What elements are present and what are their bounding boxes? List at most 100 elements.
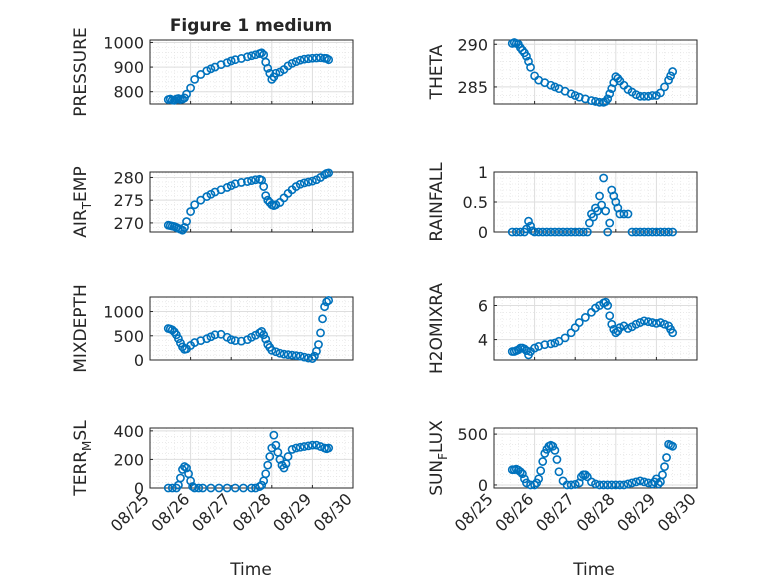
data-point bbox=[257, 480, 267, 490]
data-point bbox=[550, 227, 560, 237]
data-point bbox=[574, 227, 584, 237]
data-point bbox=[279, 349, 289, 359]
y-tick-label: 500 bbox=[457, 425, 488, 444]
data-point bbox=[554, 227, 564, 237]
data-point bbox=[607, 480, 617, 490]
data-point bbox=[515, 467, 525, 477]
data-point bbox=[190, 200, 200, 210]
data-point bbox=[247, 51, 256, 61]
data-point bbox=[668, 441, 678, 451]
data-point bbox=[226, 181, 236, 191]
data-point bbox=[601, 206, 611, 216]
data-point bbox=[619, 480, 629, 490]
data-point bbox=[291, 443, 301, 453]
data-point bbox=[291, 351, 301, 361]
data-point bbox=[263, 63, 273, 73]
data-point bbox=[635, 227, 645, 237]
data-point bbox=[210, 330, 220, 340]
subplot-terr-msl: 0 200 400 TERRMSL 08/2508/2608/2708/2808/290… bbox=[71, 420, 356, 536]
y-tick-label: 1 bbox=[478, 163, 488, 182]
data-point bbox=[243, 177, 252, 186]
data-point bbox=[287, 350, 297, 360]
y-axis-label: MIXDEPTH bbox=[71, 284, 91, 373]
data-point bbox=[656, 88, 665, 98]
axes-box bbox=[493, 427, 698, 489]
y-tick-label: 0 bbox=[134, 479, 144, 498]
data-point bbox=[538, 227, 548, 237]
y-tick-label: 290 bbox=[457, 35, 488, 54]
data-point bbox=[599, 173, 609, 183]
x-tick-label: 08/30 bbox=[654, 489, 700, 535]
data-point bbox=[536, 466, 546, 476]
data-point bbox=[295, 179, 305, 189]
data-point bbox=[259, 330, 269, 340]
data-point bbox=[631, 227, 641, 237]
data-point bbox=[522, 51, 531, 61]
data-point bbox=[182, 463, 191, 473]
y-axis-label: AIRTEMP bbox=[71, 166, 94, 237]
data-point bbox=[511, 227, 521, 237]
data-point bbox=[639, 316, 649, 326]
y-tick-label: 1000 bbox=[103, 33, 144, 52]
data-point bbox=[647, 91, 657, 100]
data-point bbox=[631, 477, 641, 487]
data-point bbox=[314, 340, 323, 349]
y-tick-label: 1000 bbox=[103, 303, 144, 322]
y-tick-label: 270 bbox=[113, 214, 144, 233]
data-point bbox=[615, 480, 625, 490]
data-point bbox=[554, 467, 564, 477]
subplot-rainfall: 0 0.5 1 RAINFALL bbox=[427, 162, 698, 242]
y-tick-label: 285 bbox=[457, 78, 488, 97]
data-point bbox=[271, 347, 281, 357]
x-tick-label: 08/28 bbox=[229, 489, 275, 535]
data-point bbox=[599, 480, 609, 490]
data-point bbox=[275, 455, 285, 464]
data-point bbox=[631, 319, 641, 329]
data-point bbox=[267, 74, 277, 84]
data-point bbox=[263, 460, 273, 470]
data-point bbox=[303, 441, 313, 451]
data-point bbox=[291, 57, 301, 67]
data-point bbox=[656, 227, 665, 237]
subplot-sun-flux: 0 500 SUNFLUX08/2508/2608/2708/2808/2908/3… bbox=[427, 420, 700, 536]
data-point bbox=[593, 206, 602, 216]
y-tick-label: 0 bbox=[478, 223, 488, 242]
data-point bbox=[190, 74, 200, 84]
data-point bbox=[591, 97, 600, 106]
data-point bbox=[324, 168, 334, 178]
subplot-theta: 285 290 THETA bbox=[427, 35, 698, 107]
data-point bbox=[530, 227, 539, 237]
data-point bbox=[619, 209, 629, 219]
y-tick-label: 400 bbox=[113, 422, 144, 441]
data-point bbox=[257, 48, 267, 58]
data-point bbox=[267, 345, 277, 355]
data-point bbox=[273, 447, 283, 457]
data-point bbox=[251, 175, 260, 185]
figure-title: Figure 1 medium bbox=[170, 16, 332, 36]
data-point bbox=[658, 470, 667, 480]
y-axis-label: H2OMIXRA bbox=[427, 283, 447, 374]
data-point bbox=[591, 479, 600, 489]
data-point bbox=[530, 480, 539, 490]
data-point bbox=[310, 351, 319, 361]
data-point bbox=[595, 191, 604, 201]
data-point bbox=[546, 339, 556, 349]
data-point bbox=[299, 178, 309, 188]
axes-box bbox=[149, 427, 354, 489]
data-point bbox=[656, 318, 665, 327]
data-point bbox=[597, 200, 606, 210]
x-tick-label: 08/28 bbox=[573, 489, 619, 535]
data-point bbox=[540, 340, 550, 350]
data-point bbox=[222, 58, 232, 68]
data-point bbox=[570, 480, 580, 489]
data-point bbox=[238, 483, 248, 493]
data-point bbox=[562, 227, 572, 237]
data-point bbox=[631, 90, 641, 100]
data-point bbox=[534, 227, 544, 237]
data-point bbox=[222, 183, 232, 192]
data-point bbox=[605, 218, 615, 228]
data-point bbox=[307, 53, 317, 63]
data-point bbox=[566, 480, 576, 490]
x-tick-label: 08/29 bbox=[269, 489, 315, 535]
